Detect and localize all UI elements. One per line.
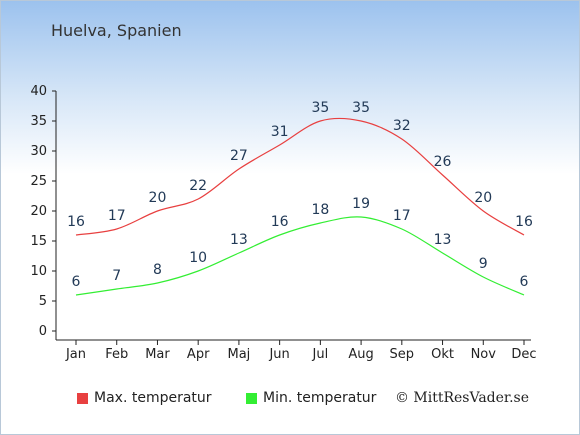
data-label-max: 35 (311, 100, 329, 116)
data-label-min: 13 (434, 232, 452, 248)
y-tick-label: 40 (30, 84, 47, 99)
x-tick-label: Nov (471, 347, 497, 362)
y-tick-label: 0 (39, 324, 47, 339)
legend-max-swatch (77, 392, 88, 404)
data-label-max: 22 (189, 178, 207, 194)
data-label-max: 20 (149, 190, 167, 206)
data-label-max: 16 (515, 214, 533, 230)
data-label-min: 13 (230, 232, 248, 248)
data-label-min: 6 (520, 274, 529, 290)
data-label-min: 9 (479, 256, 488, 272)
data-label-min: 6 (72, 274, 81, 290)
legend-max-label: Max. temperatur (94, 390, 212, 406)
x-tick-label: Sep (390, 347, 415, 362)
data-label-max: 20 (474, 190, 492, 206)
data-label-max: 35 (352, 100, 370, 116)
data-label-min: 16 (271, 214, 289, 230)
chart-title: Huelva, Spanien (51, 21, 182, 40)
data-label-min: 18 (311, 202, 329, 218)
legend-min: Min. temperatur (246, 390, 376, 406)
series-line-min (75, 216, 525, 296)
data-label-max: 17 (108, 208, 126, 224)
x-tick-label: Aug (348, 347, 373, 362)
data-label-max: 32 (393, 118, 411, 134)
y-tick-label: 10 (30, 264, 47, 279)
y-tick-label: 20 (30, 204, 47, 219)
data-label-min: 10 (189, 250, 207, 266)
data-label-min: 8 (153, 262, 162, 278)
data-label-max: 27 (230, 148, 248, 164)
y-tick-label: 30 (30, 144, 47, 159)
legend-min-swatch (246, 392, 257, 404)
x-tick-label: Okt (431, 347, 454, 362)
x-tick-label: Jul (312, 347, 329, 362)
x-tick-label: Apr (187, 347, 210, 362)
x-tick-label: Mar (145, 347, 170, 362)
legend-max: Max. temperatur (77, 390, 212, 406)
y-tick-label: 5 (39, 294, 47, 309)
y-tick-label: 15 (30, 234, 47, 249)
data-label-max: 16 (67, 214, 85, 230)
x-tick-label: Dec (511, 347, 536, 362)
x-tick-label: Jan (65, 347, 86, 362)
credit-text: © MittResVader.se (394, 390, 529, 406)
data-label-min: 7 (112, 268, 121, 284)
y-tick-label: 25 (30, 174, 47, 189)
series-line-max (75, 117, 525, 236)
x-tick-label: Feb (105, 347, 128, 362)
y-tick-label: 35 (30, 114, 47, 129)
data-label-max: 31 (271, 124, 289, 140)
data-label-min: 17 (393, 208, 411, 224)
data-label-max: 26 (434, 154, 452, 170)
legend-min-label: Min. temperatur (263, 390, 377, 406)
x-tick-label: Jun (268, 347, 289, 362)
x-tick-label: Maj (228, 347, 251, 362)
data-label-min: 19 (352, 196, 370, 212)
